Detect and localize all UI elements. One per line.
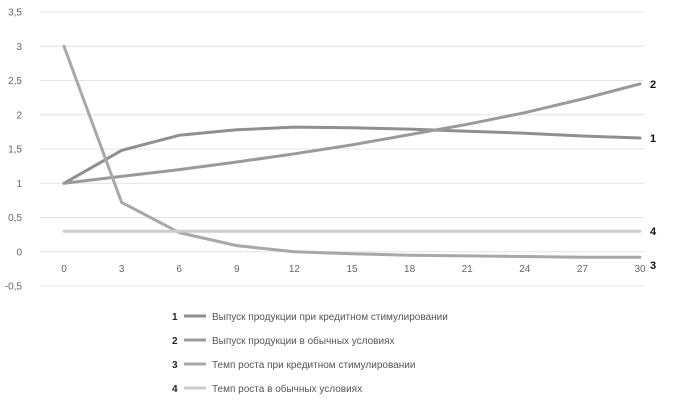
y-tick-label: 1 — [16, 179, 22, 190]
series-line-2 — [62, 82, 642, 185]
series-line-3 — [62, 44, 642, 259]
x-tick-label: 6 — [176, 264, 182, 275]
series-end-labels: 1 2 3 4 — [650, 79, 657, 272]
x-axis-tick-labels: 0 3 6 9 12 15 18 21 24 27 30 — [61, 264, 646, 275]
y-tick-label: 1,5 — [8, 145, 22, 156]
series-line-1 — [62, 125, 642, 185]
legend: 1 Выпуск продукции при кредитном стимулир… — [172, 312, 448, 395]
legend-number-1: 1 — [172, 312, 178, 323]
y-tick-label: 0 — [16, 247, 22, 258]
y-tick-label: -0,5 — [5, 282, 23, 293]
series-lines — [62, 44, 642, 259]
legend-label-4: Темп роста в обычных условиях — [212, 383, 362, 395]
y-tick-label: 2,5 — [8, 76, 22, 87]
y-tick-label: 3,5 — [8, 8, 22, 19]
legend-number-3: 3 — [172, 360, 178, 371]
x-tick-label: 27 — [577, 264, 589, 275]
x-tick-label: 24 — [519, 264, 531, 275]
legend-number-2: 2 — [172, 336, 178, 347]
x-tick-label: 9 — [234, 264, 240, 275]
x-tick-label: 18 — [404, 264, 416, 275]
series-end-label-4: 4 — [650, 226, 657, 238]
y-tick-label: 2 — [16, 110, 22, 121]
x-tick-label: 0 — [61, 264, 67, 275]
x-tick-label: 21 — [462, 264, 474, 275]
legend-number-4: 4 — [172, 384, 178, 395]
x-tick-label: 30 — [634, 264, 646, 275]
y-tick-label: 3 — [16, 42, 22, 53]
x-tick-label: 3 — [119, 264, 125, 275]
series-end-label-3: 3 — [650, 260, 656, 272]
y-tick-label: 0,5 — [8, 213, 22, 224]
series-end-label-2: 2 — [650, 79, 656, 91]
gridlines — [40, 11, 644, 287]
x-tick-label: 15 — [346, 264, 358, 275]
series-end-label-1: 1 — [650, 133, 656, 145]
legend-label-2: Выпуск продукции в обычных условиях — [212, 335, 395, 347]
legend-label-1: Выпуск продукции при кредитном стимулиро… — [212, 312, 448, 323]
legend-label-3: Темп роста при кредитном стимулировании — [212, 360, 415, 371]
y-axis-tick-labels: -0,5 0 0,5 1 1,5 2 2,5 3 3,5 — [5, 8, 23, 293]
x-tick-label: 12 — [289, 264, 301, 275]
